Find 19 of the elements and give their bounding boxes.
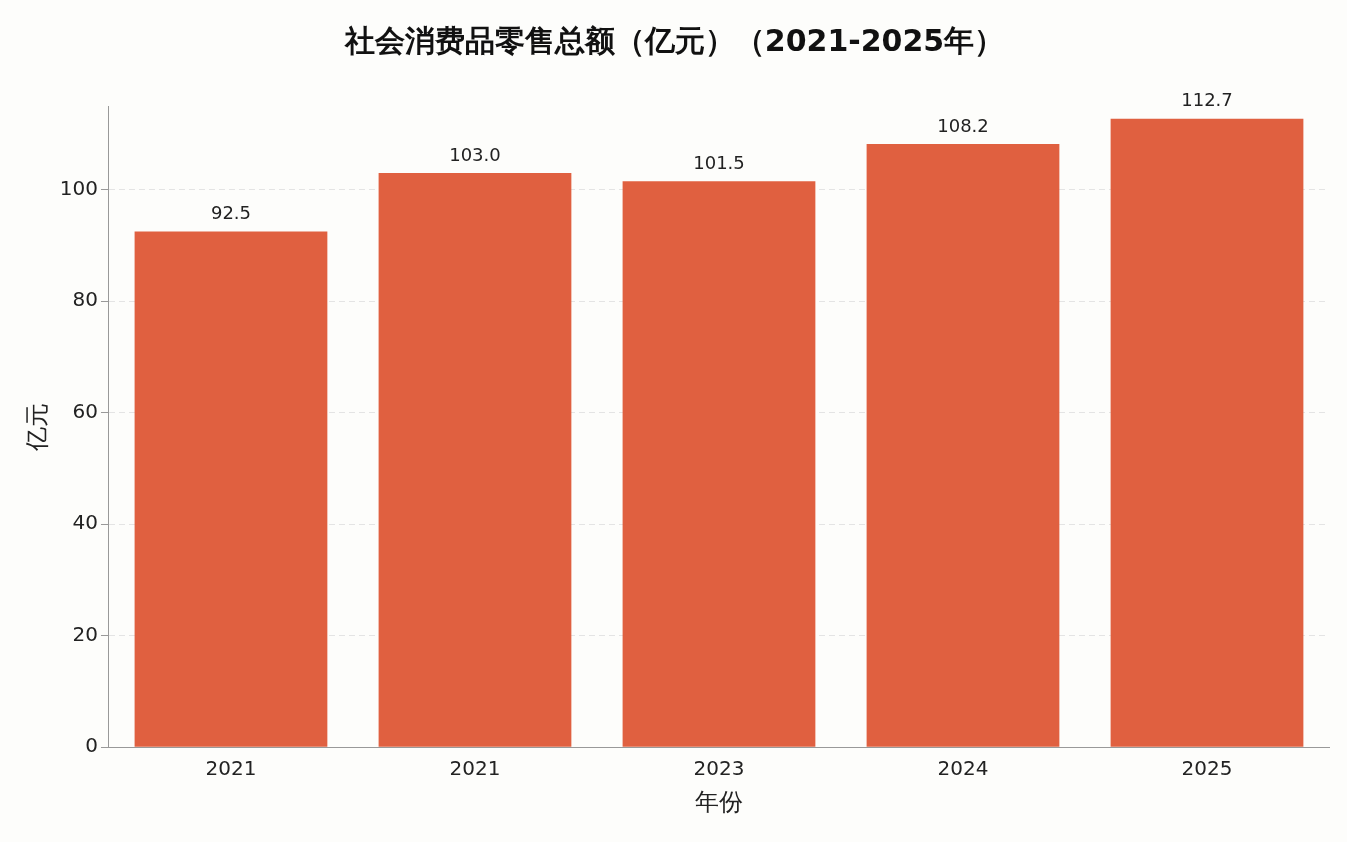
data-label: 92.5 [210, 202, 252, 224]
x-tick-label: 2023 [693, 756, 745, 781]
y-tick-label: 20 [72, 621, 98, 646]
data-label: 108.2 [937, 114, 989, 136]
x-axis-title: 年份 [694, 787, 743, 816]
x-tick-label: 2021 [449, 756, 501, 781]
x-tick-label: 2021 [205, 756, 257, 781]
y-tick-label: 0 [85, 733, 98, 758]
data-label: 112.7 [1181, 89, 1233, 111]
x-tick-label: 2025 [1181, 756, 1233, 781]
y-tick-label: 80 [72, 287, 98, 312]
y-tick-label: 40 [72, 510, 98, 535]
x-tick-label: 2024 [937, 756, 989, 781]
data-label: 101.5 [693, 151, 745, 173]
y-axis-title: 亿元 [22, 402, 51, 452]
chart-title: 社会消费品零售总额（亿元）（2021-2025年） [343, 22, 1005, 58]
data-label: 103.0 [449, 143, 501, 165]
y-tick-label: 100 [59, 175, 98, 200]
y-tick-label: 60 [72, 398, 98, 423]
